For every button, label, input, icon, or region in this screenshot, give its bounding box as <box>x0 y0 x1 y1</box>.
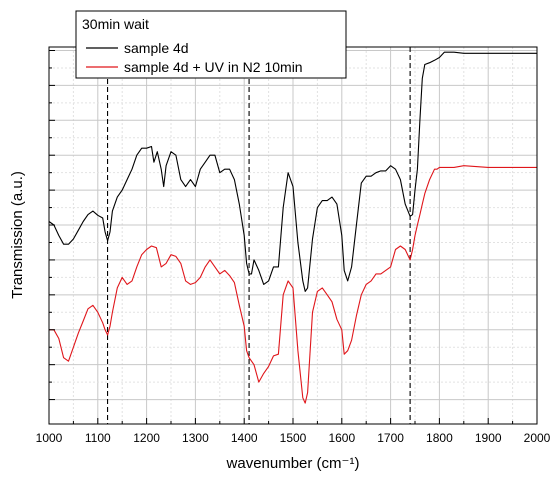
legend-entry-label: sample 4d <box>124 40 189 56</box>
x-tick-label: 2000 <box>524 431 551 445</box>
x-tick-label: 1800 <box>426 431 453 445</box>
y-axis-label: Transmission (a.u.) <box>9 171 26 299</box>
grid <box>49 47 537 424</box>
x-axis: 1000 1100 1200 1300 1400 1500 1600 1700 1800 1900… <box>36 418 551 445</box>
x-tick-label: 1400 <box>231 431 258 445</box>
legend-box <box>75 10 347 79</box>
legend-entry-label: sample 4d + UV in N2 10min <box>124 59 303 75</box>
x-axis-label: wavenumber (cm⁻¹) <box>226 455 360 472</box>
series-layer <box>48 51 537 404</box>
x-tick-label: 1000 <box>36 431 63 445</box>
x-tick-label: 1900 <box>475 431 502 445</box>
legend: 30min wait sample 4d sample 4d + UV in N… <box>75 10 347 79</box>
series-line <box>49 165 537 404</box>
x-tick-label: 1500 <box>280 431 307 445</box>
x-tick-label: 1100 <box>85 431 111 445</box>
reference-lines <box>107 47 411 424</box>
x-tick-label: 1200 <box>133 431 160 445</box>
series-line <box>48 51 537 292</box>
x-tick-label: 1600 <box>328 431 355 445</box>
x-tick-label: 1700 <box>377 431 404 445</box>
y-axis <box>49 49 55 401</box>
x-tick-label: 1300 <box>182 431 209 445</box>
legend-title: 30min wait <box>82 16 149 32</box>
